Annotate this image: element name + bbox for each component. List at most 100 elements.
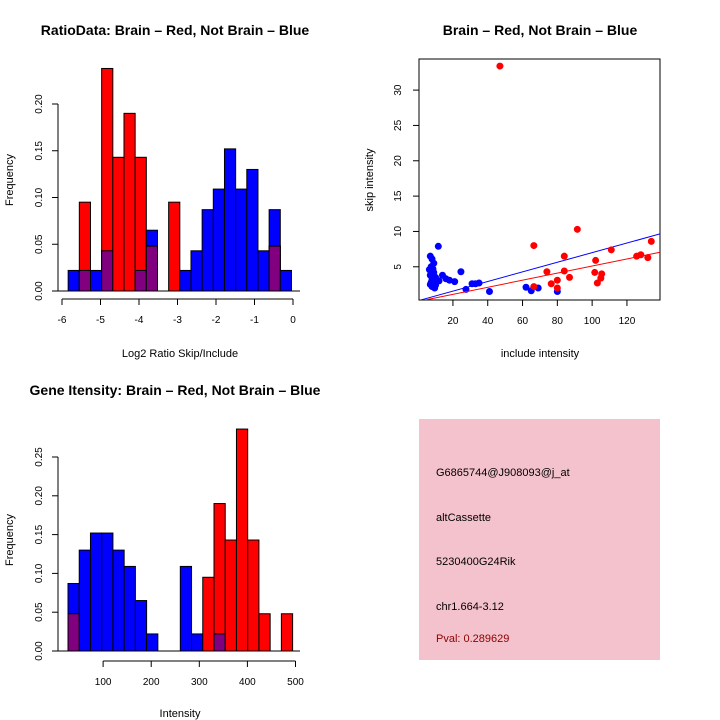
y-tick-label: 25: [393, 119, 404, 131]
chromosome-location: chr1.664-3.12: [436, 601, 504, 613]
x-tick-label: 20: [447, 316, 459, 327]
point-brain: [553, 276, 561, 284]
bar-not-brain: [134, 600, 148, 652]
y-tick-label: 10: [393, 225, 404, 237]
bar-overlap: [67, 613, 80, 652]
fit-line-brain: [422, 251, 660, 300]
point-brain: [573, 225, 581, 233]
point-not-brain: [485, 288, 493, 296]
scatter-xlabel: include intensity: [501, 348, 580, 360]
point-brain: [543, 268, 551, 276]
info-box: G6865744@J908093@j_at altCassette 523040…: [419, 419, 660, 660]
x-tick-label: -4: [135, 315, 144, 326]
bar-overlap: [134, 269, 147, 292]
bar-brain: [202, 576, 215, 652]
scatter-panel: Brain – Red, Not Brain – Blue include in…: [364, 22, 661, 360]
x-tick-label: 500: [287, 677, 304, 688]
y-tick-label: 0.10: [34, 563, 45, 583]
intensity-histogram-panel: Gene Itensity: Brain – Red, Not Brain – …: [4, 382, 321, 720]
point-brain: [530, 242, 538, 250]
y-tick-label: 0.15: [34, 141, 45, 161]
x-tick-label: 100: [95, 677, 112, 688]
point-brain: [530, 283, 538, 291]
bar-not-brain: [179, 269, 192, 292]
y-tick-label: 0.00: [34, 641, 45, 661]
bar-not-brain: [246, 168, 259, 292]
bar-not-brain: [101, 532, 114, 652]
point-brain: [607, 246, 615, 254]
point-brain: [637, 251, 645, 259]
x-tick-label: 400: [239, 677, 256, 688]
point-brain: [560, 267, 568, 275]
bar-overlap: [101, 250, 114, 292]
bar-brain: [112, 156, 125, 292]
bar-not-brain: [212, 188, 225, 292]
point-brain: [566, 273, 574, 281]
point-brain: [547, 280, 555, 288]
point-not-brain: [522, 283, 530, 291]
bar-not-brain: [123, 565, 136, 652]
x-tick-label: -1: [250, 315, 259, 326]
x-tick-label: 40: [482, 316, 494, 327]
bar-not-brain: [235, 188, 248, 292]
y-tick-label: 0.20: [34, 94, 45, 114]
y-tick-label: 30: [393, 84, 404, 96]
scatter-title: Brain – Red, Not Brain – Blue: [443, 22, 638, 38]
bar-not-brain: [146, 633, 159, 652]
probe-id: G6865744@J908093@j_at: [436, 467, 570, 479]
point-brain: [592, 256, 600, 264]
point-brain: [553, 284, 561, 292]
p-value: Pval: 0.289629: [436, 633, 509, 645]
bar-overlap: [78, 269, 91, 292]
bar-not-brain: [179, 565, 193, 652]
bar-not-brain: [257, 250, 270, 292]
point-brain: [591, 268, 599, 276]
point-brain: [560, 252, 568, 260]
point-brain: [644, 254, 652, 262]
bar-not-brain: [223, 148, 237, 292]
bar-not-brain: [67, 269, 80, 292]
bar-brain: [213, 503, 226, 652]
bar-not-brain: [89, 269, 103, 292]
x-tick-label: -3: [173, 315, 182, 326]
bar-not-brain: [89, 532, 103, 652]
bar-brain: [280, 613, 294, 652]
y-tick-label: 15: [393, 190, 404, 202]
x-tick-label: 120: [619, 316, 636, 327]
intensity-histogram-ylabel: Frequency: [4, 514, 16, 566]
bar-overlap: [268, 245, 281, 292]
x-tick-label: 200: [143, 677, 160, 688]
fit-line-not-brain: [419, 233, 660, 300]
y-tick-label: 0.05: [34, 602, 45, 622]
y-tick-label: 0.20: [34, 486, 45, 506]
bar-not-brain: [279, 269, 292, 292]
point-not-brain: [451, 278, 459, 286]
point-not-brain: [435, 277, 443, 285]
point-brain: [496, 62, 504, 70]
bar-brain: [168, 201, 181, 292]
bar-not-brain: [112, 549, 125, 652]
point-brain: [593, 279, 601, 287]
event-type: altCassette: [436, 512, 491, 524]
bar-brain: [224, 539, 237, 652]
bar-brain: [258, 613, 271, 652]
x-tick-label: 0: [290, 315, 296, 326]
y-tick-label: 0.00: [34, 281, 45, 301]
y-tick-label: 0.05: [34, 234, 45, 254]
point-brain: [598, 270, 606, 278]
bar-not-brain: [191, 633, 204, 652]
x-tick-label: 100: [584, 316, 601, 327]
point-not-brain: [431, 284, 439, 292]
intensity-histogram-title: Gene Itensity: Brain – Red, Not Brain – …: [30, 382, 321, 398]
x-tick-label: 60: [517, 316, 529, 327]
bar-not-brain: [78, 549, 91, 652]
y-tick-label: 0.15: [34, 524, 45, 544]
scatter-plot-box: [418, 58, 661, 301]
bar-brain: [123, 112, 136, 292]
bar-not-brain: [190, 250, 203, 292]
ratio-histogram-title: RatioData: Brain – Red, Not Brain – Blue: [41, 22, 310, 38]
y-tick-label: 5: [393, 264, 404, 270]
bar-brain: [235, 428, 249, 652]
x-tick-label: -5: [96, 315, 105, 326]
